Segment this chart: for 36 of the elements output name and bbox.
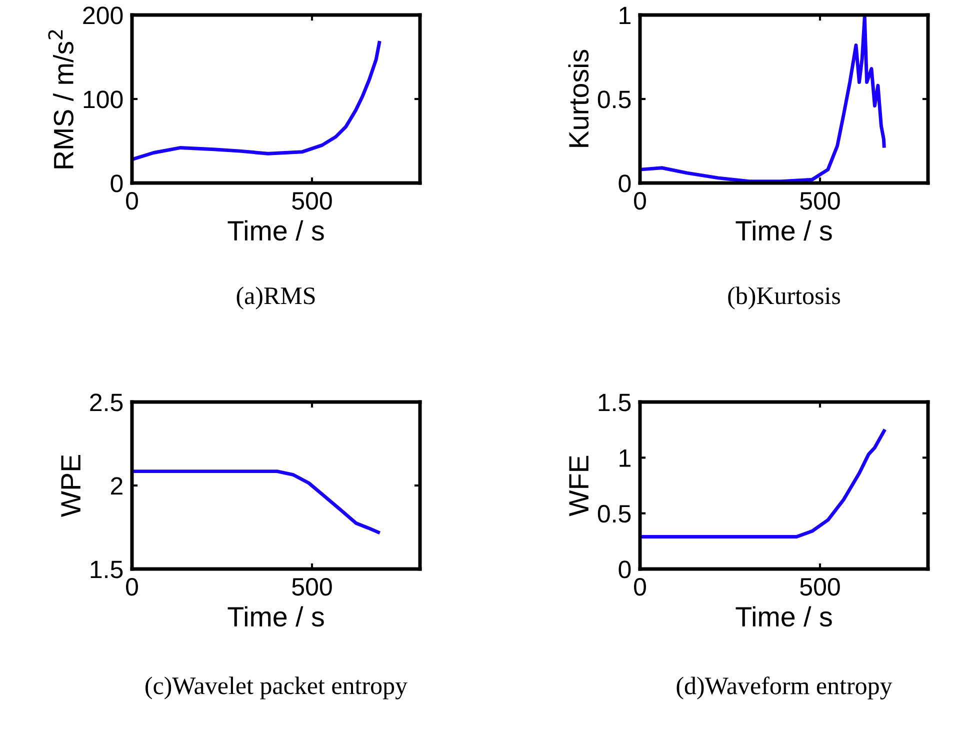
x-tick-label: 500 bbox=[800, 192, 840, 210]
text: (b)Kurtosis bbox=[728, 286, 840, 310]
x-tick-label: 0 bbox=[634, 578, 646, 596]
y-tick-label: 1 bbox=[620, 450, 630, 467]
text: (d)Waveform entropy bbox=[676, 676, 892, 700]
y-tick-label: 2 bbox=[111, 477, 122, 495]
x-tick-label: 500 bbox=[292, 578, 332, 596]
x-tick-label: 500 bbox=[292, 192, 332, 210]
line-series bbox=[640, 429, 886, 538]
y-axis-title: WFE bbox=[569, 456, 588, 516]
y-tick-label: 0 bbox=[110, 174, 123, 192]
y-tick-label: 1.5 bbox=[90, 560, 123, 578]
y-tick-label: 2.5 bbox=[90, 394, 123, 412]
y-tick-label: 0 bbox=[618, 560, 631, 578]
y-tick-label: 0 bbox=[618, 174, 631, 192]
y-tick-label: 1 bbox=[620, 6, 630, 24]
x-axis-title: Time / s bbox=[228, 606, 324, 627]
y-tick-label: 1.5 bbox=[598, 394, 631, 412]
line-series bbox=[132, 40, 382, 162]
text: (c)Wavelet packet entropy bbox=[146, 676, 408, 700]
y-tick-label: 100 bbox=[84, 90, 123, 108]
line-series bbox=[132, 470, 380, 534]
x-axis-title: Time / s bbox=[736, 606, 832, 627]
y-tick-label: 0.5 bbox=[598, 90, 631, 108]
x-axis-title: Time / s bbox=[228, 220, 324, 241]
x-axis-title: Time / s bbox=[736, 220, 832, 241]
x-tick-label: 500 bbox=[800, 578, 840, 596]
y-tick-label: 0.5 bbox=[598, 504, 631, 523]
x-tick-label: 0 bbox=[126, 578, 138, 596]
x-tick-label: 0 bbox=[126, 192, 138, 210]
x-tick-label: 0 bbox=[634, 192, 646, 210]
y-tick-label: 200 bbox=[83, 6, 123, 24]
y-axis-title: RMS / m/s$^{2}$ bbox=[48, 30, 74, 168]
y-axis-title: Kurtosis bbox=[568, 50, 589, 147]
text: (a)RMS bbox=[236, 286, 315, 310]
y-axis-title: WPE bbox=[61, 455, 80, 518]
